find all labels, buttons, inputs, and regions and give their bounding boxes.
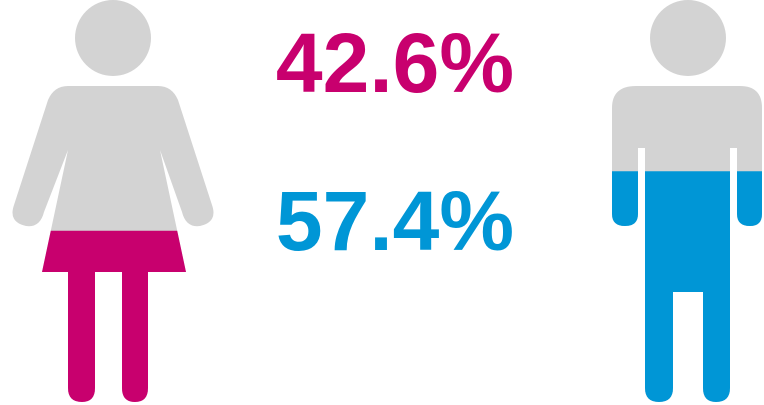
- value-label: 57.4%: [276, 174, 514, 268]
- person-icon: [612, 0, 762, 402]
- person-icon: [12, 0, 214, 402]
- icon-fill: [612, 171, 762, 402]
- value-label: 42.6%: [276, 16, 514, 110]
- icon-base: [12, 0, 214, 402]
- icon-fill: [12, 230, 214, 402]
